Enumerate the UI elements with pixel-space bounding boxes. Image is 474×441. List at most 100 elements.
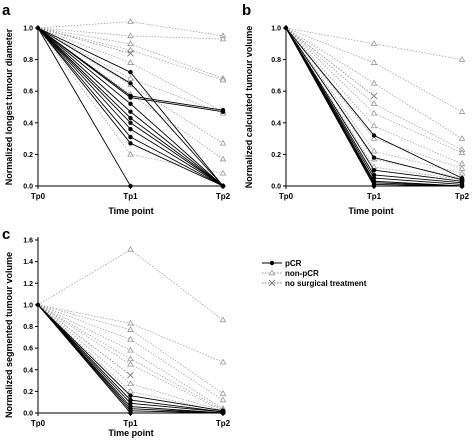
- panel-a-start-point: [35, 25, 41, 31]
- panel-a-series-18-point: [128, 126, 133, 132]
- panel-b-series-17-pcr: [285, 27, 465, 189]
- panel-c-series-2-segment: [130, 329, 224, 394]
- panel-b-series-11-point: [371, 133, 377, 138]
- panel-a-series-13-point: [128, 95, 133, 100]
- panel-c-series-4-segment: [37, 304, 131, 351]
- panel-c-series-3-non_pcr: [37, 304, 227, 403]
- legend-label-no-surgery: no surgical treatment: [285, 279, 367, 288]
- panel-a-series-1-segment: [130, 35, 224, 40]
- legend-marker-non-pcr: [268, 269, 276, 276]
- panel-c-y-tick-label: 0.0: [23, 411, 33, 418]
- panel-a-series-4-no_surgery: [37, 27, 134, 57]
- panel-a-series-21-point: [128, 183, 133, 189]
- panel-c-series-1-non_pcr: [37, 304, 227, 365]
- panel-a-series-7-segment: [130, 84, 224, 144]
- panel-b-series-7-segment: [285, 27, 375, 139]
- panel-b-series-8-point: [458, 169, 466, 176]
- panel-c-series-12-segment: [130, 402, 224, 413]
- panel-a-y-axis-label: Normalized longest tumour diameter: [4, 28, 14, 185]
- panel-a-series-11-point: [128, 81, 133, 86]
- panel-a-series-17-segment: [37, 27, 131, 124]
- panel-b-series-3-point: [370, 92, 378, 100]
- panel-a-series-8-segment: [130, 94, 224, 160]
- panel-a-series-0-segment: [130, 21, 224, 37]
- panel-b-series-8-segment: [373, 150, 463, 174]
- panel-a-series-9-point: [127, 150, 134, 157]
- legend: pCR non-pCR no surgical treatment: [262, 259, 367, 288]
- panel-a-y-tick-label: 0.2: [23, 152, 33, 159]
- panel-a-series-20-pcr: [37, 27, 226, 189]
- panel-b-series-4-segment: [285, 27, 375, 105]
- panel-b-series-14-segment: [373, 174, 463, 184]
- panel-b-series-11-segment: [373, 135, 463, 179]
- panel-c-series-16-point: [128, 410, 133, 416]
- legend-marker-non_pcr-symbol: [268, 269, 276, 276]
- panel-b-y-axis-label: Normalized calculated tumour volume: [244, 26, 254, 189]
- panel-b-series-15-pcr: [285, 27, 465, 187]
- panel-c-series-11-segment: [130, 399, 224, 413]
- panel-c-series-7-point-b: [127, 371, 134, 379]
- panel-a-series-3-point: [127, 46, 134, 53]
- legend-label-pcr: pCR: [285, 259, 302, 268]
- panel-c-series-8-segment: [130, 383, 224, 412]
- panel-c-series-3-point: [127, 335, 134, 342]
- panel-b-series-3-point-b: [370, 92, 378, 100]
- panel-b-series-4-point: [370, 100, 378, 107]
- panel-c-series-2-point: [127, 326, 134, 332]
- panel-b-series-7-segment: [373, 138, 463, 169]
- panel-c-x-tick-label: Tp0: [31, 419, 46, 428]
- panel-b-series-7-point: [370, 134, 378, 141]
- panel-c-x-axis-label: Time point: [108, 428, 153, 438]
- panel-a-series-5-segment: [130, 62, 224, 113]
- panel-b-y-tick-label: 0.2: [271, 152, 281, 159]
- panel-b-series-5-segment: [373, 113, 463, 154]
- panel-c-series-1-point: [219, 358, 227, 365]
- panel-a-series-16-segment: [130, 117, 224, 187]
- panel-c-series-9-segment: [37, 304, 131, 392]
- panel-c-y-tick-label: 1.6: [23, 238, 33, 245]
- panel-c-series-4-point: [127, 346, 134, 353]
- panel-a-series-10-segment: [130, 71, 224, 187]
- panel-a-series-20-segment: [130, 142, 224, 187]
- panel-a-x-tick-label: Tp2: [216, 192, 231, 201]
- panel-b-start-point: [283, 25, 289, 31]
- panel-c-series-1-segment: [37, 304, 131, 324]
- panel-c-series-1-point: [127, 319, 134, 326]
- panel-b-series-0-segment: [373, 43, 463, 60]
- panel-c-y-tick-label: 0.4: [23, 367, 33, 374]
- panel-b-series-11-segment: [285, 27, 375, 136]
- panel-c-series-2-segment: [37, 304, 131, 331]
- panel-b-series-19-segment: [285, 27, 375, 187]
- panel-b-series-6-segment: [373, 125, 463, 165]
- panel-a-y-tick-label: 0.6: [23, 89, 33, 96]
- panel-b-letter: b: [242, 2, 251, 19]
- panel-a-letter: a: [2, 2, 11, 19]
- panel-a-series-13-pcr: [37, 27, 226, 114]
- panel-c-x-tick-label: Tp2: [216, 419, 231, 428]
- panel-b: b Normalized calculated tumour volume Ti…: [242, 2, 470, 216]
- panel-b-series-7-non_pcr: [285, 27, 466, 171]
- panel-a-series-16-segment: [37, 27, 131, 119]
- panel-b-series-5-point: [458, 149, 466, 156]
- legend-label-non-pcr: non-pCR: [285, 269, 319, 278]
- panel-a-series-3-segment: [37, 27, 131, 51]
- panel-b-x-tick-label: Tp0: [279, 192, 294, 201]
- panel-a-series-21-segment: [37, 27, 131, 187]
- panel-b-series-1-point: [458, 108, 466, 114]
- panel-a-series-11-segment: [130, 82, 224, 187]
- panel-c-series-0-segment: [37, 249, 131, 306]
- panel-b-series-1-point: [370, 59, 378, 65]
- panel-c-series-6-segment: [130, 364, 224, 412]
- panel-b-x-tick-label: Tp2: [455, 192, 470, 201]
- panel-a-series-9-segment: [130, 154, 224, 174]
- legend-marker-pcr: [269, 260, 275, 266]
- panel-a-series-11-segment: [37, 27, 131, 84]
- panel-b-series-6-point: [370, 122, 378, 129]
- panel-b-series-2-segment: [285, 27, 375, 84]
- legend-entry-no-surgery: no surgical treatment: [262, 279, 367, 288]
- panel-a-series-0-point: [127, 18, 134, 24]
- panel-b-series-0-non_pcr: [285, 27, 466, 62]
- legend-marker-pcr-symbol: [269, 260, 275, 266]
- panel-a-series-1-segment: [37, 27, 131, 37]
